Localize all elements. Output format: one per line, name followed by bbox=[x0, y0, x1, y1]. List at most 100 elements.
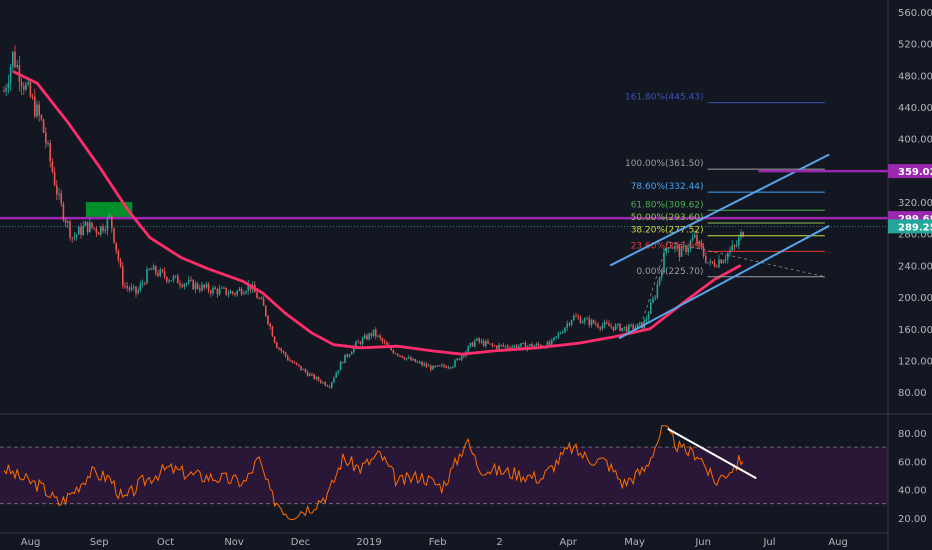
candle-body bbox=[25, 84, 27, 90]
candle-body bbox=[678, 246, 681, 257]
fib-level-label: 0.00%(225.70) bbox=[636, 267, 703, 277]
candle-body bbox=[166, 276, 168, 282]
candle-body bbox=[449, 367, 452, 369]
candle-body bbox=[185, 283, 188, 285]
candle-body bbox=[78, 226, 80, 235]
candle-body bbox=[546, 341, 549, 349]
candle-body bbox=[135, 286, 137, 294]
candle-body bbox=[564, 327, 566, 333]
candle-body bbox=[454, 360, 456, 367]
candle-body bbox=[179, 283, 181, 286]
candle-body bbox=[672, 247, 674, 249]
candle-body bbox=[694, 235, 696, 238]
candle-body bbox=[298, 364, 300, 366]
candle-body bbox=[597, 324, 599, 328]
candle-body bbox=[674, 245, 676, 249]
candle-body bbox=[456, 358, 458, 361]
candle-body bbox=[421, 362, 423, 366]
candle-body bbox=[381, 338, 384, 342]
candle-body bbox=[148, 268, 150, 270]
price-tick-label: 520.00 bbox=[898, 40, 932, 51]
candle-body bbox=[91, 222, 93, 228]
candle-body bbox=[126, 286, 128, 288]
candle-body bbox=[414, 358, 417, 363]
candle-body bbox=[709, 261, 711, 263]
candle-body bbox=[42, 119, 45, 133]
candle-body bbox=[650, 302, 652, 314]
candle-body bbox=[474, 340, 476, 347]
candle-body bbox=[311, 374, 313, 376]
candle-body bbox=[359, 341, 362, 345]
candle-body bbox=[223, 287, 225, 289]
candle-body bbox=[601, 325, 604, 329]
price-tick-label: 120.00 bbox=[898, 357, 932, 368]
candle-body bbox=[117, 250, 120, 261]
candle-body bbox=[199, 288, 201, 291]
candle-body bbox=[284, 352, 287, 357]
candle-body bbox=[236, 290, 238, 295]
candle-body bbox=[702, 247, 705, 256]
candle-body bbox=[656, 284, 659, 298]
candle-body bbox=[471, 342, 474, 347]
candle-body bbox=[62, 203, 65, 220]
candle-body bbox=[520, 343, 522, 347]
candle-body bbox=[194, 283, 197, 290]
candle-body bbox=[225, 287, 227, 295]
fib-level-label: 100.00%(361.50) bbox=[625, 159, 704, 169]
fib-level-label: 50.00%(293.60) bbox=[631, 213, 704, 223]
candle-body bbox=[548, 341, 551, 345]
price-pane: 161.80%(445.43) 100.00%(361.50) 78.60%(332… bbox=[0, 45, 888, 390]
candle-body bbox=[480, 340, 483, 342]
price-tick-label: 560.00 bbox=[898, 8, 932, 19]
candle-body bbox=[273, 336, 276, 343]
candle-body bbox=[172, 276, 175, 281]
candle-body bbox=[300, 365, 302, 370]
candle-body bbox=[346, 354, 348, 357]
candle-body bbox=[122, 266, 124, 286]
time-tick-label: 2 bbox=[496, 537, 502, 548]
time-tick-label: Aug bbox=[828, 537, 848, 548]
candle-body bbox=[95, 228, 98, 233]
candle-body bbox=[203, 284, 205, 288]
candle-body bbox=[27, 82, 29, 85]
candle-body bbox=[713, 262, 716, 267]
candle-body bbox=[31, 96, 34, 98]
time-tick-label: Jul bbox=[762, 537, 775, 548]
candle-body bbox=[181, 285, 183, 287]
supply-zone bbox=[85, 202, 133, 218]
candle-body bbox=[177, 275, 179, 284]
candle-body bbox=[705, 255, 707, 263]
candle-body bbox=[537, 343, 540, 345]
candle-body bbox=[34, 96, 36, 117]
candle-body bbox=[397, 353, 399, 356]
candle-body bbox=[524, 342, 527, 350]
candle-body bbox=[577, 316, 579, 318]
candle-body bbox=[700, 241, 703, 248]
candle-body bbox=[58, 193, 60, 195]
candle-body bbox=[141, 283, 144, 285]
candle-body bbox=[100, 226, 102, 235]
candle-body bbox=[335, 373, 337, 378]
candle-body bbox=[467, 345, 469, 352]
candle-body bbox=[410, 357, 412, 361]
candle-body bbox=[322, 382, 324, 384]
moving-average-line bbox=[12, 70, 742, 356]
candle-body bbox=[355, 341, 357, 347]
candle-body bbox=[733, 245, 736, 247]
candle-body bbox=[394, 353, 397, 355]
candle-body bbox=[401, 355, 403, 358]
candle-body bbox=[350, 352, 353, 355]
candle-body bbox=[20, 82, 23, 87]
time-tick-label: May bbox=[624, 537, 645, 548]
candle-body bbox=[192, 279, 194, 290]
candle-body bbox=[53, 171, 56, 186]
candle-body bbox=[676, 245, 678, 247]
candle-body bbox=[529, 344, 531, 347]
candle-body bbox=[245, 291, 247, 294]
candle-body bbox=[289, 360, 291, 362]
candle-body bbox=[256, 292, 258, 299]
channel-line bbox=[618, 224, 830, 340]
candle-body bbox=[606, 322, 608, 324]
candle-body bbox=[207, 284, 210, 291]
candle-body bbox=[67, 221, 69, 223]
